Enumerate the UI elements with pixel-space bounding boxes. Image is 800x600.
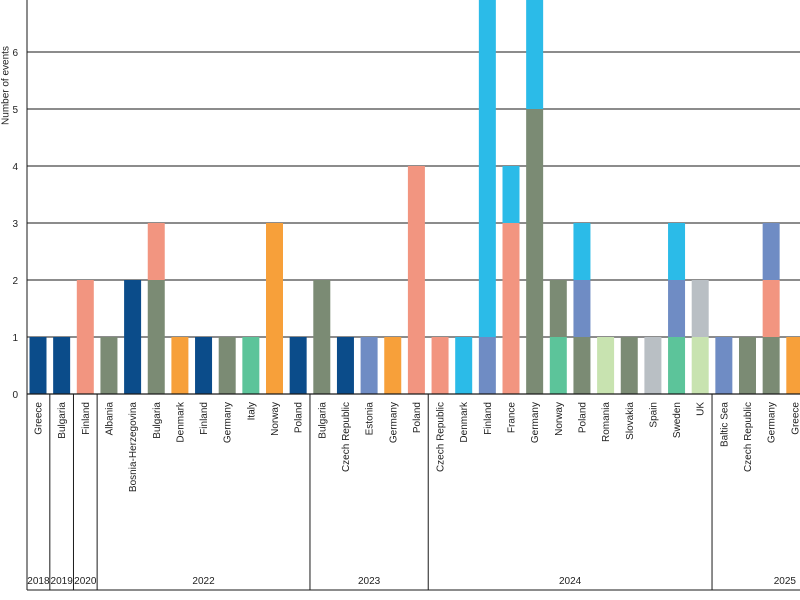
- x-category-label: Bulgaria: [152, 402, 163, 439]
- x-category-label: Bosnia-Herzegovina: [128, 402, 139, 492]
- bar-segment: [573, 223, 591, 280]
- bar-segment: [668, 280, 686, 337]
- x-category-label: Poland: [294, 402, 305, 433]
- x-category-label: Spain: [648, 402, 659, 428]
- y-tick-label: 4: [12, 162, 18, 173]
- bar-segment: [644, 337, 662, 394]
- bar-segment: [573, 337, 591, 394]
- x-category-label: Slovakia: [625, 402, 636, 440]
- bar-segment: [147, 223, 165, 280]
- x-category-label: France: [507, 402, 518, 434]
- x-category-label: Italy: [246, 402, 257, 420]
- bar-segment: [124, 280, 142, 394]
- x-category-label: Germany: [223, 402, 234, 443]
- bar-segment: [597, 337, 615, 394]
- bar-segment: [289, 337, 307, 394]
- y-tick-label: 3: [12, 219, 18, 230]
- x-category-label: Denmark: [459, 401, 470, 443]
- x-category-label: Baltic Sea: [719, 402, 730, 447]
- year-group-label: 2023: [358, 576, 381, 587]
- x-category-label: Denmark: [175, 401, 186, 443]
- x-category-label: Estonia: [365, 402, 376, 436]
- bar-segment: [53, 337, 71, 394]
- x-category-label: Romania: [601, 402, 612, 442]
- x-category-label: Norway: [270, 402, 281, 436]
- bar-segment: [478, 0, 496, 337]
- x-category-label: Bulgaria: [57, 402, 68, 439]
- x-category-label: Greece: [34, 402, 45, 435]
- bar-segment: [786, 337, 800, 394]
- year-group-label: 2018: [27, 576, 50, 587]
- y-tick-label: 1: [12, 333, 18, 344]
- year-group-label: 2019: [51, 576, 74, 587]
- bar-segment: [218, 337, 236, 394]
- bar-segment: [526, 0, 544, 109]
- bar-segment: [147, 280, 165, 394]
- bar-segment: [762, 337, 780, 394]
- x-category-label: UK: [696, 402, 707, 416]
- bar-segment: [336, 337, 354, 394]
- bar-segment: [195, 337, 213, 394]
- bar-segment: [478, 337, 496, 394]
- y-tick-label: 0: [12, 390, 18, 401]
- bar-segment: [573, 280, 591, 337]
- bar-segment: [691, 337, 709, 394]
- year-group-label: 2022: [192, 576, 215, 587]
- bar-segment: [384, 337, 402, 394]
- bar-segment: [762, 223, 780, 280]
- x-category-label: Germany: [388, 402, 399, 443]
- bar-segment: [549, 280, 567, 337]
- bar-segment: [715, 337, 733, 394]
- x-category-label: Finland: [81, 402, 92, 435]
- x-category-label: Albania: [104, 402, 115, 436]
- bar-segment: [502, 166, 520, 223]
- x-category-label: Greece: [790, 402, 800, 435]
- y-tick-label: 5: [12, 105, 18, 116]
- bar-segment: [668, 223, 686, 280]
- x-category-label: Norway: [554, 402, 565, 436]
- x-category-label: Czech Republic: [743, 402, 754, 472]
- x-category-label: Poland: [577, 402, 588, 433]
- bar-segment: [691, 280, 709, 337]
- x-category-label: Czech Republic: [341, 402, 352, 472]
- x-category-label: Finland: [199, 402, 210, 435]
- x-category-label: Germany: [530, 402, 541, 443]
- bar-segment: [549, 337, 567, 394]
- y-tick-label: 2: [12, 276, 18, 287]
- bar-segment: [407, 166, 425, 394]
- x-category-label: Sweden: [672, 402, 683, 438]
- bar-segment: [171, 337, 189, 394]
- x-category-label: Finland: [483, 402, 494, 435]
- bar-segment: [360, 337, 378, 394]
- bar-segment: [455, 337, 473, 394]
- bar-segment: [100, 337, 118, 394]
- year-group-label: 2020: [74, 576, 97, 587]
- bar-segment: [668, 337, 686, 394]
- bar-segment: [762, 280, 780, 337]
- bar-segment: [76, 280, 94, 394]
- bar-segment: [620, 337, 638, 394]
- bar-segment: [431, 337, 449, 394]
- bar-segment: [266, 223, 283, 394]
- x-category-label: Germany: [767, 402, 778, 443]
- y-tick-label: 6: [12, 48, 18, 59]
- x-category-label: Czech Republic: [436, 402, 447, 472]
- bar-segment: [242, 337, 260, 394]
- x-category-label: Bulgaria: [317, 402, 328, 439]
- bar-segment: [526, 109, 544, 394]
- bar-segment: [502, 223, 520, 394]
- bar-segment: [313, 280, 331, 394]
- year-group-label: 2024: [559, 576, 582, 587]
- x-category-label: Poland: [412, 402, 423, 433]
- bar-segment: [29, 337, 47, 394]
- bar-segment: [739, 337, 756, 394]
- year-group-label: 2025: [774, 576, 797, 587]
